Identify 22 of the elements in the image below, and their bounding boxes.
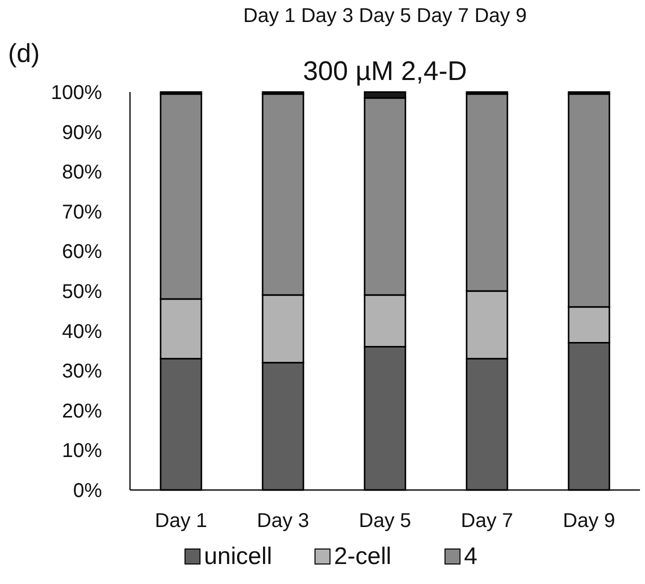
x-tick-label: Day 9 <box>562 510 616 532</box>
y-tick-label: 90% <box>62 122 102 144</box>
text: (d) <box>8 38 40 68</box>
x-tick-label: Day 3 <box>256 510 310 532</box>
y-tick-label: 10% <box>62 440 102 462</box>
x-tick-label: Day 5 <box>358 510 412 532</box>
y-tick-label: 40% <box>62 320 102 343</box>
text: Day 1 Day 3 Day 5 Day 7 Day 9 <box>243 5 527 27</box>
y-tick-label: 100% <box>50 82 102 104</box>
chart-title: 300 µM 2,4-D <box>302 56 468 86</box>
y-tick-label: 80% <box>62 162 102 184</box>
legend-label: 4 <box>464 543 478 570</box>
y-tick-label: 20% <box>62 400 102 422</box>
y-tick-label: 60% <box>62 241 102 264</box>
legend-label: unicell <box>204 543 272 570</box>
legend-label: 2-cell <box>334 543 392 570</box>
y-tick-label: 50% <box>62 281 102 303</box>
x-tick-label: Day 1 <box>154 510 208 532</box>
y-tick-label: 30% <box>62 360 102 383</box>
x-tick-label: Day 7 <box>460 510 514 532</box>
y-tick-label: 0% <box>73 480 102 502</box>
y-tick-label: 70% <box>62 201 102 224</box>
